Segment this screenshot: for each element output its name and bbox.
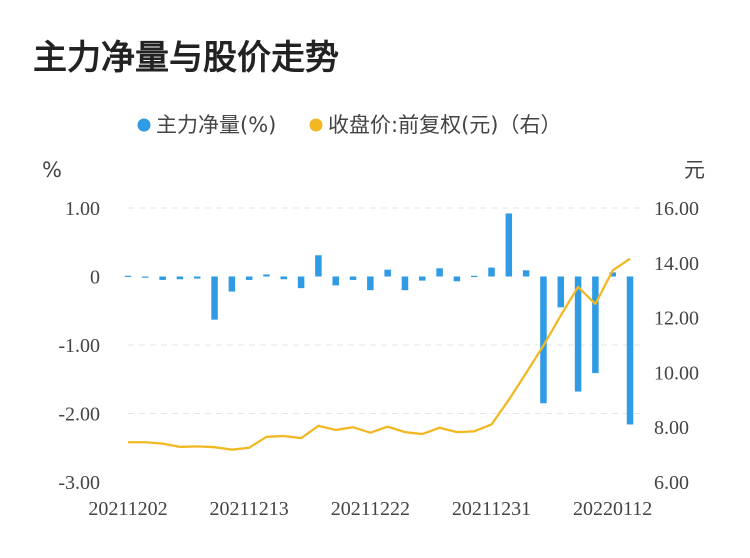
bar-27 (592, 276, 599, 374)
left-tick-label-4: -3.00 (58, 472, 100, 494)
bar-6 (228, 276, 236, 292)
bar-8 (263, 274, 270, 277)
bar-16 (401, 276, 409, 291)
bar-26 (574, 276, 582, 392)
bar-22 (505, 213, 513, 277)
bar-21 (488, 267, 495, 277)
chart-title: 主力净量与股价走势 (33, 38, 339, 78)
bar-1 (142, 276, 149, 278)
bar-12 (332, 276, 339, 286)
x-axis-ticks: 20211202 20211213 20211222 20211231 20220112 (88, 498, 652, 520)
legend[interactable]: 主力净量(%) 收盘价:前复权(元)（右） (137, 113, 562, 137)
left-axis-unit: % (42, 158, 62, 182)
x-tick-label-0: 20211202 (88, 498, 167, 520)
watermark: 知乎 @义龙股道 (566, 513, 712, 537)
legend-label-net-volume: 主力净量(%) (156, 113, 276, 137)
bar-5 (211, 276, 218, 320)
bar-10 (297, 276, 305, 289)
bar-11 (315, 255, 322, 277)
net-volume-bars (124, 213, 634, 425)
left-tick-label-3: -2.00 (58, 404, 100, 426)
bar-7 (245, 276, 253, 280)
bar-0 (124, 275, 132, 278)
left-tick-label-0: 1.00 (65, 198, 100, 220)
legend-marker-close-price (309, 118, 323, 132)
right-axis-ticks: 16.00 14.00 12.00 10.00 8.00 6.00 (654, 198, 699, 494)
bar-13 (349, 276, 357, 280)
right-tick-label-5: 6.00 (654, 472, 689, 494)
bar-20 (470, 275, 478, 278)
bar-3 (176, 276, 184, 280)
bar-9 (280, 276, 288, 280)
right-tick-label-2: 12.00 (654, 308, 699, 330)
bar-29 (626, 276, 634, 425)
x-tick-label-3: 20211231 (452, 498, 531, 520)
bar-4 (193, 276, 201, 279)
bar-2 (159, 276, 166, 280)
x-tick-label-2: 20211222 (331, 498, 410, 520)
bar-25 (557, 276, 565, 308)
right-axis-unit: 元 (684, 158, 705, 182)
bar-24 (540, 276, 547, 404)
x-tick-label-1: 20211213 (210, 498, 289, 520)
close-price-line (128, 257, 631, 451)
legend-label-close-price: 收盘价:前复权(元)（右） (328, 113, 561, 137)
left-tick-label-1: 0 (90, 267, 100, 289)
close-price-line-group (128, 257, 631, 451)
bar-18 (436, 268, 443, 277)
bar-17 (419, 276, 426, 281)
legend-marker-net-volume (137, 118, 151, 132)
bar-14 (367, 276, 374, 291)
legend-item-net-volume[interactable]: 主力净量(%) (137, 113, 277, 137)
right-tick-label-4: 8.00 (654, 417, 689, 439)
bar-23 (522, 270, 530, 277)
gridlines (128, 207, 642, 414)
legend-item-close-price[interactable]: 收盘价:前复权(元)（右） (309, 113, 562, 137)
bar-28 (609, 272, 616, 277)
left-axis-ticks: 1.00 0 -1.00 -2.00 -3.00 (58, 198, 100, 494)
right-tick-label-0: 16.00 (654, 198, 699, 220)
x-tick-label-4: 20220112 (573, 498, 652, 520)
bar-15 (384, 269, 391, 277)
bar-19 (453, 276, 461, 282)
right-tick-label-1: 14.00 (654, 253, 699, 275)
right-tick-label-3: 10.00 (654, 362, 699, 384)
left-tick-label-2: -1.00 (58, 335, 100, 357)
